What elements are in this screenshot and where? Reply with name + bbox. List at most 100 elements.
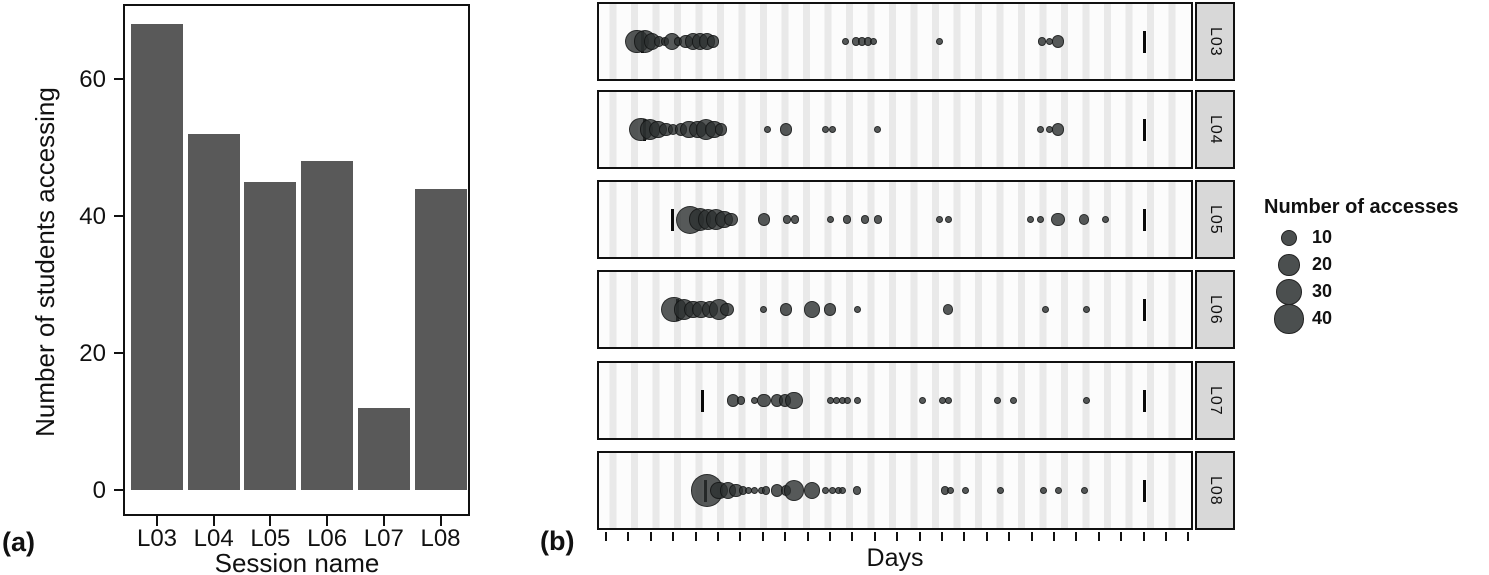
marker-line	[1143, 208, 1147, 231]
bar-L05	[244, 181, 297, 490]
panel-b-x-tick-mark	[1187, 532, 1190, 541]
access-dot	[780, 123, 793, 136]
bar-L04	[187, 133, 240, 490]
panel-b-x-tick-mark	[963, 532, 966, 541]
panel-b-x-tick-mark	[1142, 532, 1145, 541]
access-dot	[993, 397, 1001, 404]
access-dot	[1041, 306, 1049, 313]
access-dot	[947, 487, 955, 494]
access-dot	[873, 215, 883, 224]
panel-a-y-tick-mark	[114, 352, 123, 354]
panel-b-x-tick-mark	[1165, 532, 1167, 541]
panel-a-y-tick-mark	[114, 78, 123, 80]
access-dot	[757, 213, 770, 226]
access-dot	[1081, 487, 1089, 494]
panel-a-x-tick-mark	[382, 516, 385, 526]
facet-panel-L07	[597, 361, 1193, 440]
access-dot	[844, 397, 852, 404]
panel-b-x-tick-mark	[717, 532, 719, 541]
panel-b-x-tick-mark	[627, 532, 630, 541]
panel-b-x-tick-mark	[739, 532, 742, 541]
panel-b-x-tick-mark	[1053, 532, 1055, 541]
access-dot	[1102, 216, 1110, 223]
panel-b-x-tick-mark	[649, 532, 652, 541]
legend-size-circle-40	[1274, 304, 1304, 334]
panel-b-x-tick-mark	[896, 532, 899, 541]
access-dot	[828, 126, 836, 133]
access-dot	[1051, 123, 1065, 136]
access-dot	[720, 302, 734, 317]
facet-panel-L05	[597, 180, 1193, 259]
legend-size-circle-30	[1276, 279, 1302, 305]
access-dot	[761, 486, 771, 495]
facet-strip-L08: L08	[1195, 451, 1235, 530]
access-dot	[1010, 397, 1018, 404]
access-dot	[1037, 37, 1047, 46]
bar-L08	[414, 188, 467, 490]
facet-strip-label: L06	[1207, 294, 1224, 325]
panel-a-x-tick-mark	[212, 516, 215, 526]
panel-b-x-tick-mark	[851, 532, 854, 541]
access-dot	[997, 487, 1005, 494]
access-dot	[1026, 216, 1034, 223]
facet-strip-L06: L06	[1195, 270, 1235, 349]
panel-b-tag: (b)	[540, 526, 575, 556]
panel-b-x-tick-mark	[918, 532, 921, 541]
access-dot	[1082, 397, 1090, 404]
panel-a-plot-area	[123, 4, 470, 516]
panel-a-y-axis-title: Number of students accessing	[30, 87, 60, 437]
panel-b-x-tick-mark	[1030, 532, 1033, 541]
access-dot	[756, 393, 771, 408]
legend-title: Number of accesses	[1264, 196, 1459, 218]
access-dot	[714, 123, 727, 136]
access-dot	[1051, 212, 1065, 227]
panel-a-x-tick-mark	[326, 516, 329, 526]
panel-b-x-tick-mark	[1097, 532, 1100, 541]
access-dot	[944, 397, 952, 404]
panel-b-x-tick-mark	[605, 532, 607, 541]
access-dot	[760, 306, 768, 313]
facet-strip-L03: L03	[1195, 2, 1235, 81]
panel-b-x-tick-mark	[1120, 532, 1123, 541]
panel-a-y-tick-mark	[114, 489, 123, 491]
panel-a-y-tick-label: 20	[79, 340, 106, 367]
access-dot	[841, 38, 849, 45]
access-dot	[853, 397, 861, 404]
access-dot	[826, 216, 834, 223]
legend-size-circle-10	[1280, 229, 1298, 247]
panel-b-x-tick-mark	[806, 532, 809, 541]
access-dot	[821, 126, 829, 133]
panel-a-x-axis-title: Session name	[214, 548, 380, 575]
marker-line	[1143, 298, 1147, 321]
access-dot	[1078, 214, 1090, 225]
panel-a-x-tick-label: L03	[136, 525, 178, 552]
panel-a-x-tick-label: L05	[250, 525, 291, 552]
panel-b-x-tick-mark	[694, 532, 697, 541]
facet-strip-label: L07	[1207, 385, 1224, 416]
access-dot	[724, 212, 738, 227]
panel-b-x-tick-mark	[672, 532, 675, 541]
panel-b-x-tick-mark	[761, 532, 764, 541]
legend-size-label-40: 40	[1312, 308, 1333, 328]
panel-b-x-tick-mark	[941, 532, 943, 541]
panel-b-x-tick-mark	[829, 532, 831, 541]
access-dot	[1036, 126, 1044, 133]
panel-a-y-tick-label: 60	[79, 66, 106, 93]
panel-b-x-tick-mark	[1075, 532, 1078, 541]
facet-panel-L08	[597, 451, 1193, 530]
panel-b-x-axis-title: Days	[866, 544, 924, 572]
panel-a-x-tick-label: L07	[363, 525, 404, 552]
legend-size-circle-20	[1278, 254, 1300, 276]
facet-strip-label: L04	[1207, 114, 1224, 145]
access-dot	[1039, 487, 1047, 494]
access-dot	[874, 126, 882, 133]
panel-a-x-tick-mark	[156, 516, 158, 526]
access-dot	[944, 216, 952, 223]
panel-a-x-tick-mark	[439, 516, 442, 526]
panel-a-x-tick-label: L04	[193, 525, 234, 552]
legend-size-label-20: 20	[1312, 254, 1333, 274]
panel-a-y-tick-label: 0	[92, 477, 106, 504]
access-dot	[860, 215, 870, 224]
access-dot	[1051, 35, 1065, 48]
marker-line	[1143, 479, 1147, 502]
